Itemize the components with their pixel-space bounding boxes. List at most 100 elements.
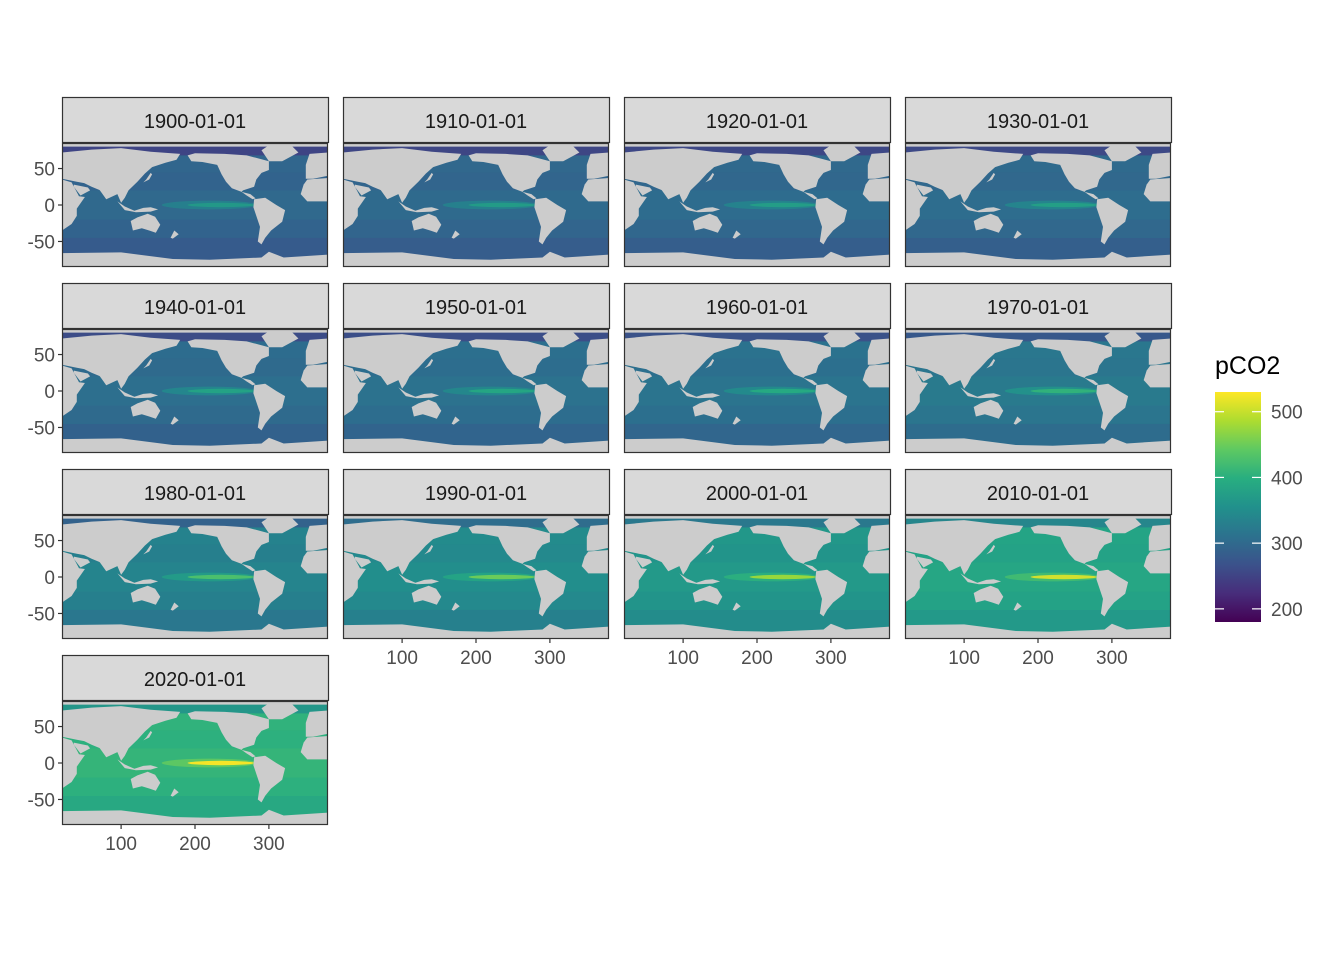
facet-panel: 1990-01-01 100 200 300: [342, 468, 611, 669]
land-mass: [705, 172, 715, 183]
map-area: [62, 701, 328, 825]
equatorial-peak: [468, 388, 536, 394]
facet-panel: 1940-01-01 50 0 -50: [28, 282, 330, 454]
land-mass: [62, 437, 328, 453]
facet-strip-label: 1900-01-01: [144, 111, 246, 133]
land-mass: [300, 178, 328, 202]
x-tick-label: 100: [667, 648, 699, 669]
y-tick-label: 0: [44, 382, 55, 403]
land-mass: [973, 585, 1004, 605]
land-mass: [1030, 525, 1112, 564]
panel-border: [342, 328, 610, 454]
equatorial-peak: [1030, 388, 1098, 394]
facet-strip: [61, 96, 330, 144]
land-mass: [62, 520, 181, 575]
land-mass: [117, 759, 159, 771]
land-mass: [862, 178, 890, 202]
facet-strip-label: 1980-01-01: [144, 483, 246, 505]
land-mass: [815, 197, 848, 245]
facet-strip: [342, 96, 611, 144]
land-mass: [1030, 339, 1112, 378]
facet-strip-label: 2010-01-01: [987, 483, 1089, 505]
facet-panel: 1910-01-01: [342, 96, 611, 268]
facet-panel: 2000-01-01 100 200 300: [623, 468, 892, 669]
land-mass: [398, 573, 440, 585]
y-tick-label: -50: [28, 604, 55, 625]
land-mass: [1104, 517, 1142, 534]
land-mass: [253, 383, 286, 431]
land-mass: [130, 585, 161, 605]
land-mass: [354, 556, 372, 568]
land-mass: [522, 191, 537, 200]
x-tick-label: 300: [1096, 648, 1128, 669]
legend-colorbar: [1215, 392, 1261, 622]
land-mass: [424, 172, 434, 183]
land-mass: [522, 377, 537, 386]
facet-strip-label: 2000-01-01: [706, 483, 808, 505]
land-mass: [468, 339, 550, 378]
land-mass: [823, 331, 861, 348]
facet-strip: [61, 282, 330, 330]
land-mass: [692, 399, 723, 419]
land-mass: [170, 602, 179, 611]
land-mass: [343, 148, 462, 203]
land-mass: [905, 179, 928, 231]
land-mass: [635, 184, 653, 196]
facet-panel: 1950-01-01: [342, 282, 611, 454]
facet-strip-label: 2020-01-01: [144, 669, 246, 691]
land-mass: [916, 556, 934, 568]
land-mass: [905, 365, 928, 417]
land-mass: [73, 556, 91, 568]
land-mass: [343, 334, 462, 389]
land-mass: [253, 755, 286, 803]
land-mass: [624, 365, 647, 417]
land-mass: [398, 201, 440, 213]
land-mass: [241, 749, 256, 758]
map-area: [905, 329, 1171, 453]
equatorial-peak: [749, 202, 817, 208]
land-mass: [534, 197, 567, 245]
land-mass: [117, 573, 159, 585]
land-mass: [253, 197, 286, 245]
land-mass: [424, 544, 434, 555]
facet-panel: 2010-01-01 100 200 300: [904, 468, 1173, 669]
latitude-band: [62, 405, 328, 424]
latitude-band: [624, 405, 890, 424]
equatorial-peak: [187, 760, 255, 766]
facet-strip: [61, 468, 330, 516]
land-mass: [973, 399, 1004, 419]
latitude-band: [905, 591, 1171, 610]
panel-border: [623, 328, 891, 454]
facet-strip: [623, 468, 892, 516]
facet-strip: [623, 96, 892, 144]
land-mass: [379, 189, 392, 200]
land-mass: [815, 569, 848, 617]
land-mass: [586, 338, 609, 365]
land-mass: [62, 251, 328, 267]
map-area: [343, 329, 609, 453]
land-mass: [343, 551, 366, 603]
land-mass: [862, 364, 890, 388]
land-mass: [586, 152, 609, 179]
land-mass: [411, 585, 442, 605]
panel-border: [342, 142, 610, 268]
land-mass: [398, 387, 440, 399]
equatorial-peak: [187, 202, 255, 208]
land-mass: [305, 338, 328, 365]
x-tick-label: 100: [105, 834, 137, 855]
land-mass: [542, 331, 580, 348]
land-mass: [1104, 331, 1142, 348]
y-tick-label: 0: [44, 754, 55, 775]
land-mass: [261, 517, 299, 534]
land-mass: [542, 517, 580, 534]
facet-strip-label: 1920-01-01: [706, 111, 808, 133]
y-tick-label: 50: [34, 532, 55, 553]
land-mass: [343, 251, 609, 267]
legend-tick-label: 200: [1271, 600, 1303, 621]
panel-border: [904, 514, 1172, 640]
land-mass: [823, 517, 861, 534]
land-mass: [986, 544, 996, 555]
facet-strip: [904, 96, 1173, 144]
land-mass: [1096, 383, 1129, 431]
land-mass: [586, 524, 609, 551]
